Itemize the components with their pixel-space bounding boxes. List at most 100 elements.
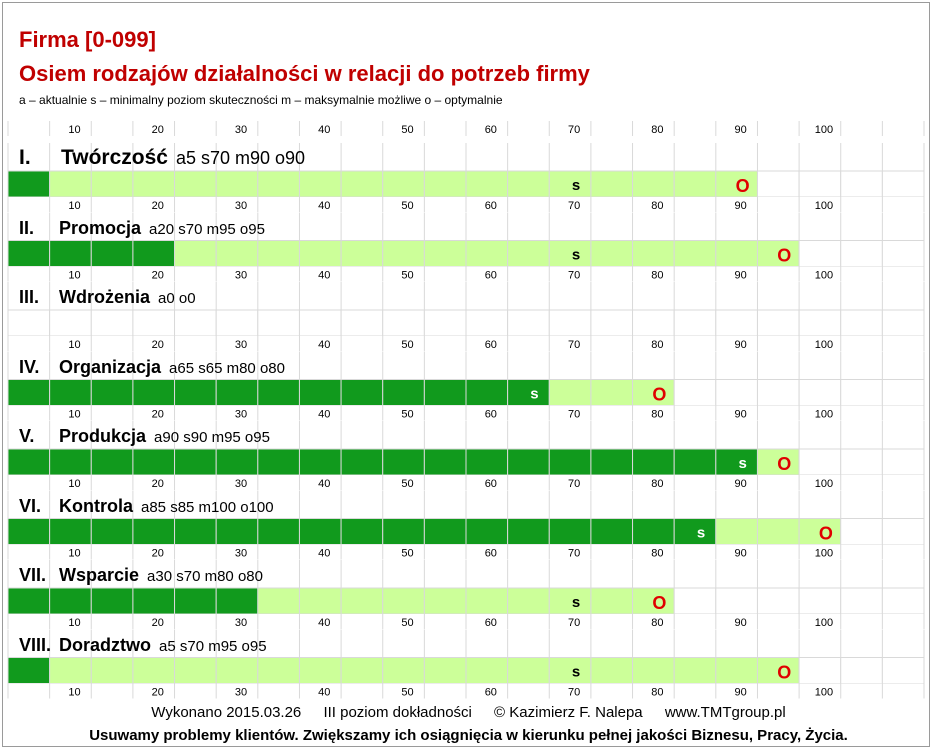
page-subtitle: Osiem rodzajów działalności w relacji do…: [19, 61, 590, 86]
empty-cell: [881, 657, 925, 684]
actual-cell: [423, 518, 467, 545]
range-cell: [215, 240, 259, 267]
range-cell: [257, 240, 300, 267]
empty-cell: [840, 518, 883, 545]
tick-label: 20: [152, 339, 164, 351]
empty-cell: [756, 379, 800, 406]
range-cell: [590, 587, 634, 615]
range-cell: [715, 657, 758, 684]
tick-label: 90: [735, 124, 747, 136]
tick-label: 70: [568, 548, 580, 560]
section-number: I.: [19, 146, 31, 169]
tick-label: 40: [318, 200, 330, 212]
tick-label: 70: [568, 617, 580, 629]
footer-site[interactable]: www.TMTgroup.pl: [664, 704, 786, 721]
empty-cell: [881, 448, 925, 476]
range-cell: [174, 170, 217, 198]
range-cell: [632, 240, 675, 267]
tick-label: 90: [735, 270, 747, 282]
range-cell: [548, 379, 592, 406]
empty-cell: [49, 309, 92, 337]
empty-cell: [132, 309, 176, 337]
actual-cell: [7, 657, 51, 684]
actual-cell: [257, 518, 300, 545]
section-params: a0 o0: [158, 290, 196, 307]
range-cell: [257, 587, 300, 615]
range-cell: [673, 240, 717, 267]
section-number: VI.: [19, 495, 42, 516]
empty-cell: [840, 170, 883, 198]
actual-cell: [49, 240, 92, 267]
actual-cell: [215, 587, 259, 615]
actual-cell: [7, 587, 51, 615]
tick-label: 100: [815, 478, 833, 490]
tick-label: 40: [318, 124, 330, 136]
range-cell: [465, 657, 509, 684]
tick-label: 50: [401, 339, 413, 351]
tick-label: 30: [235, 409, 247, 421]
range-cell: [49, 170, 92, 198]
range-cell: [590, 379, 634, 406]
range-cell: [49, 657, 92, 684]
o-marker: O: [652, 593, 666, 613]
tick-label: 40: [318, 478, 330, 490]
range-cell: [132, 170, 176, 198]
tick-label: 70: [568, 200, 580, 212]
empty-cell: [756, 587, 800, 615]
section-params: a5 s70 m90 o90: [175, 148, 306, 168]
section-number: IV.: [19, 356, 40, 377]
range-cell: [756, 448, 800, 476]
tick-label: 100: [815, 409, 833, 421]
actual-cell: [132, 240, 176, 267]
actual-cell: [174, 379, 217, 406]
section-number: III.: [19, 287, 40, 307]
empty-cell: [881, 309, 925, 337]
tick-label: 80: [651, 617, 663, 629]
actual-cell: [215, 518, 259, 545]
range-cell: [465, 240, 509, 267]
tick-label: 90: [735, 409, 747, 421]
tick-label: 40: [318, 548, 330, 560]
range-cell: [632, 170, 675, 198]
tick-label: 60: [485, 270, 497, 282]
tick-label: 90: [735, 339, 747, 351]
section-number: II.: [19, 217, 35, 238]
tick-label: 40: [318, 617, 330, 629]
tick-label: 80: [651, 409, 663, 421]
tick-label: 20: [152, 200, 164, 212]
actual-cell: [465, 448, 509, 476]
actual-cell: [90, 448, 134, 476]
section-header: I. Twórczość a5 s70 m90 o90: [19, 146, 305, 170]
tick-label: 40: [318, 409, 330, 421]
actual-cell: [49, 518, 92, 545]
range-cell: [298, 170, 342, 198]
empty-cell: [798, 379, 842, 406]
actual-cell: [673, 518, 717, 545]
range-cell: [174, 657, 217, 684]
tick-label: 70: [568, 478, 580, 490]
empty-cell: [840, 379, 883, 406]
range-cell: [673, 657, 717, 684]
tick-label: 80: [651, 270, 663, 282]
empty-cell: [423, 309, 467, 337]
range-cell: [90, 170, 134, 198]
empty-cell: [715, 587, 758, 615]
empty-cell: [548, 309, 592, 337]
s-marker: s: [572, 594, 580, 611]
range-cell: [382, 657, 425, 684]
empty-cell: [840, 240, 883, 267]
actual-cell: [215, 448, 259, 476]
s-marker: s: [697, 525, 705, 542]
actual-cell: [298, 448, 342, 476]
section-header: IV. Organizacja a65 s65 m80 o80: [19, 357, 285, 378]
actual-cell: [7, 518, 51, 545]
empty-cell: [798, 448, 842, 476]
tick-label: 10: [68, 339, 80, 351]
empty-cell: [673, 587, 717, 615]
actual-cell: [632, 448, 675, 476]
tick-label: 70: [568, 124, 580, 136]
empty-cell: [881, 518, 925, 545]
range-cell: [756, 657, 800, 684]
tick-label: 20: [152, 687, 164, 699]
actual-cell: [548, 448, 592, 476]
